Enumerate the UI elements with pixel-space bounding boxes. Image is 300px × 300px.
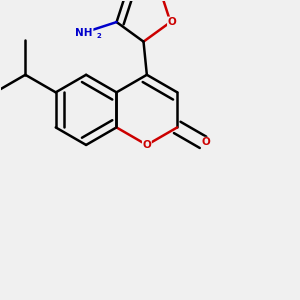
Text: O: O <box>168 17 176 27</box>
Text: 2: 2 <box>96 32 101 38</box>
Text: NH: NH <box>75 28 93 38</box>
Text: O: O <box>202 137 210 147</box>
Text: O: O <box>142 140 151 150</box>
